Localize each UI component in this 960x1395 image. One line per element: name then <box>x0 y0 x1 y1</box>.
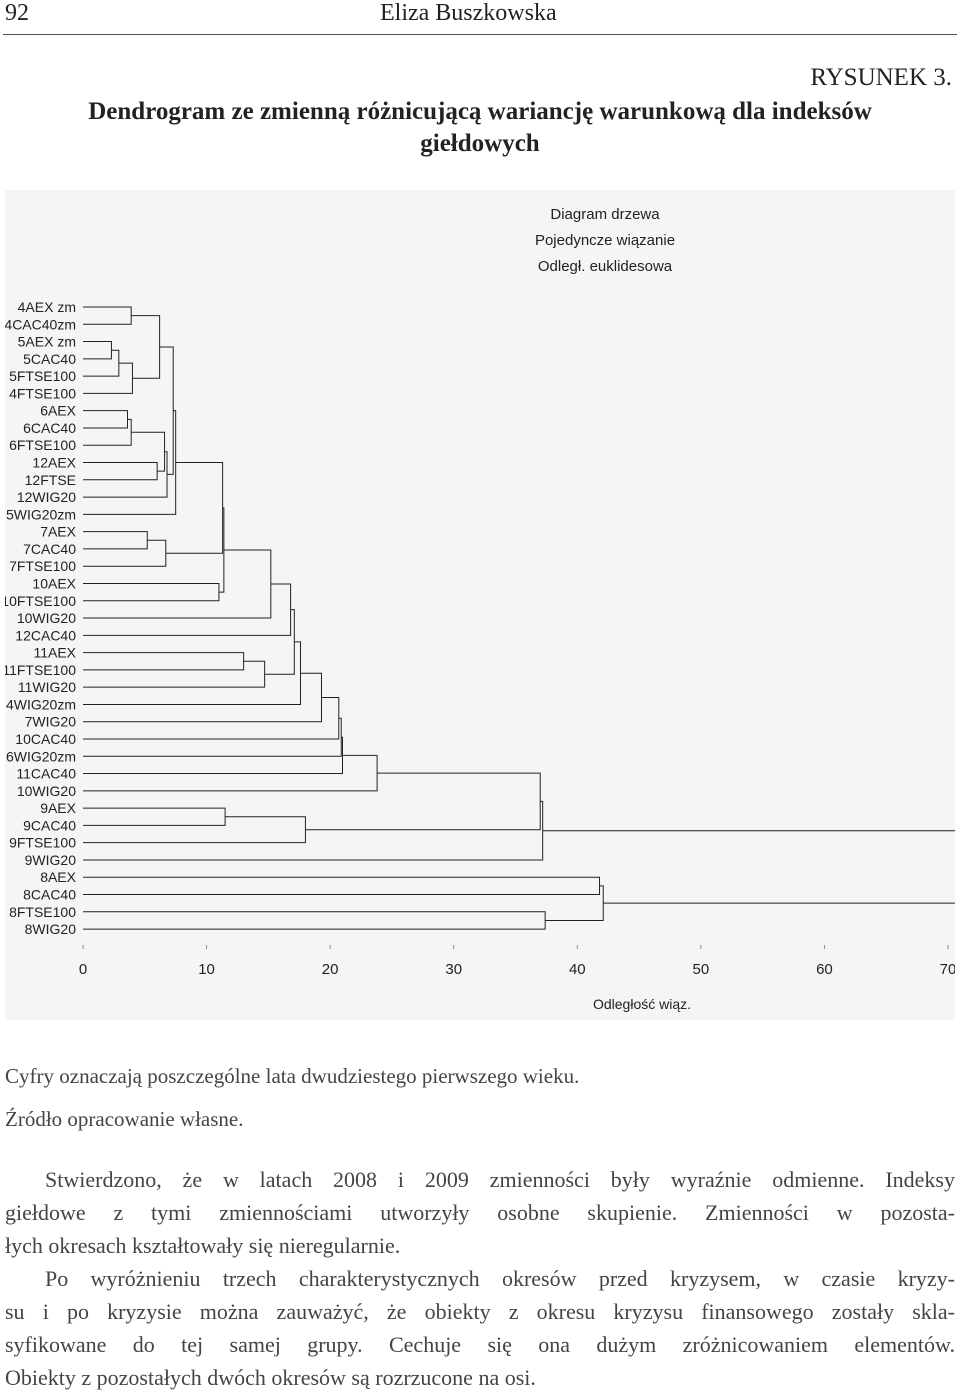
leaf-label: 10AEX <box>32 575 76 591</box>
text-line: łych okresach kształtowały się nieregula… <box>5 1233 401 1258</box>
leaf-label: 11CAC40 <box>16 766 76 782</box>
leaf-label: 10FTSE100 <box>5 593 76 609</box>
text-line: Stwierdzono, że w latach 2008 i 2009 zmi… <box>45 1167 955 1192</box>
x-tick-label: 20 <box>322 961 339 978</box>
x-tick-label: 50 <box>693 961 710 978</box>
link <box>83 911 546 930</box>
leaf-label: 5FTSE100 <box>9 368 76 384</box>
leaf-label: 8CAC40 <box>23 887 76 903</box>
leaf-label: 5CAC40 <box>23 351 76 367</box>
link <box>218 507 225 593</box>
figure-label: RYSUNEK 3. <box>810 64 952 91</box>
x-tick-label: 60 <box>816 961 833 978</box>
link <box>264 609 295 675</box>
leaf-label: 8WIG20 <box>25 921 77 937</box>
leaf-label: 12CAC40 <box>15 627 76 643</box>
link <box>83 531 148 550</box>
link <box>159 346 174 475</box>
title-line: Dendrogram ze zmienną różnicującą warian… <box>88 98 872 125</box>
leaf-label: 9WIG20 <box>25 852 77 868</box>
leaf-label: 7CAC40 <box>23 541 76 557</box>
link <box>83 717 342 757</box>
header-rule <box>3 34 957 35</box>
figure-background <box>5 190 955 1020</box>
leaf-label: 7WIG20 <box>25 714 77 730</box>
chart-title: Diagram drzewa <box>550 206 660 223</box>
link <box>83 807 226 826</box>
leaf-label: 5AEX zm <box>18 334 76 350</box>
x-tick-label: 0 <box>79 961 87 978</box>
leaf-label: 7FTSE100 <box>9 558 76 574</box>
figure-title: Dendrogram ze zmienną różnicującą warian… <box>0 96 960 160</box>
leaf-label: 10CAC40 <box>15 731 76 747</box>
leaf-label: 9CAC40 <box>23 817 76 833</box>
leaf-label: 8AEX <box>40 869 76 885</box>
text-line: syfikowane do tej samej grupy. Cechuje s… <box>5 1332 955 1357</box>
x-axis-label: Odległość wiąz. <box>593 996 691 1012</box>
text-line: Obiekty z pozostałych dwóch okresów są r… <box>5 1365 536 1390</box>
leaf-label: 12FTSE <box>25 472 76 488</box>
chart-title: Odległ. euklidesowa <box>538 258 673 275</box>
running-head: Eliza Buszkowska <box>380 0 557 26</box>
title-line: giełdowych <box>420 130 540 157</box>
link <box>83 341 112 360</box>
leaf-label: 6WIG20zm <box>6 748 76 764</box>
x-tick-label: 40 <box>569 961 586 978</box>
leaf-label: 11WIG20 <box>18 679 76 695</box>
chart-title: Pojedyncze wiązanie <box>535 232 675 249</box>
leaf-label: 4WIG20zm <box>6 696 76 712</box>
leaf-label: 4FTSE100 <box>9 385 76 401</box>
x-tick-label: 30 <box>445 961 462 978</box>
leaf-label: 4CAC40zm <box>5 316 76 332</box>
x-tick-label: 70 <box>940 961 955 978</box>
leaf-label: 8FTSE100 <box>9 904 76 920</box>
leaf-label: 10WIG20 <box>17 610 76 626</box>
text-line: Po wyróżnieniu trzech charakterystycznyc… <box>45 1266 955 1291</box>
leaf-label: 10WIG20 <box>17 783 76 799</box>
figure-notes: Cyfry oznaczają poszczególne lata dwudzi… <box>5 1055 579 1141</box>
text-line: su i po kryzysie można zauważyć, że obie… <box>5 1299 955 1324</box>
leaf-label: 7AEX <box>40 524 76 540</box>
leaf-label: 11AEX <box>33 645 76 661</box>
dendrogram: Diagram drzewa Pojedyncze wiązanie Odległ.… <box>5 190 955 1020</box>
leaf-label: 4AEX zm <box>18 299 76 315</box>
link <box>542 830 955 904</box>
leaf-label: 12WIG20 <box>17 489 76 505</box>
link <box>131 431 166 472</box>
leaf-label: 12AEX <box>32 455 76 471</box>
note: Źródło opracowanie własne. <box>5 1107 244 1131</box>
leaf-label: 11FTSE100 <box>5 662 76 678</box>
text-line: giełdowe z tymi zmiennościami utworzyły … <box>5 1200 955 1225</box>
x-tick-label: 10 <box>198 961 215 978</box>
leaf-label: 6CAC40 <box>23 420 76 436</box>
leaf-label: 9AEX <box>40 800 76 816</box>
link <box>131 315 161 379</box>
body-text: Stwierdzono, że w latach 2008 i 2009 zmi… <box>5 1163 955 1394</box>
leaf-label: 9FTSE100 <box>9 835 76 851</box>
leaf-label: 6FTSE100 <box>9 437 76 453</box>
leaf-label: 6AEX <box>40 403 76 419</box>
leaf-label: 5WIG20zm <box>6 506 76 522</box>
link <box>305 772 541 831</box>
page-number: 92 <box>5 0 29 26</box>
note: Cyfry oznaczają poszczególne lata dwudzi… <box>5 1064 580 1088</box>
